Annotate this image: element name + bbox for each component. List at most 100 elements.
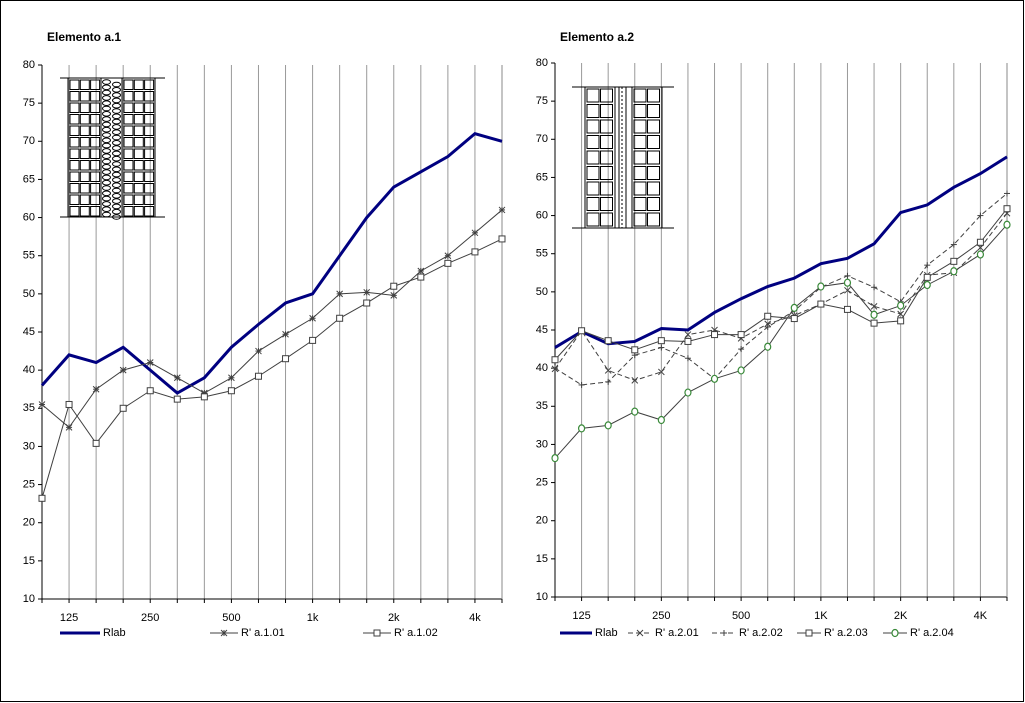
point bbox=[146, 387, 154, 395]
legend-item: R' a.2.02 bbox=[712, 627, 783, 639]
brick-cell bbox=[79, 79, 90, 90]
insulation-fibre bbox=[102, 137, 111, 144]
brick-cell bbox=[69, 206, 80, 217]
x-tick-label: 250 bbox=[141, 612, 159, 624]
point bbox=[65, 400, 73, 408]
y-tick-label: 15 bbox=[536, 553, 548, 565]
point bbox=[578, 327, 586, 335]
x-tick-label: 2k bbox=[388, 612, 400, 624]
legend-label: R' a.2.03 bbox=[824, 627, 868, 639]
point bbox=[336, 290, 344, 298]
marker-stroke bbox=[844, 286, 851, 294]
brick-cell bbox=[600, 135, 613, 149]
marker-shape bbox=[711, 331, 719, 339]
brick-cell bbox=[123, 183, 134, 194]
point bbox=[897, 310, 905, 318]
insulation-fibre bbox=[102, 211, 111, 218]
point bbox=[710, 374, 719, 383]
brick-cell bbox=[69, 114, 80, 125]
point bbox=[684, 388, 692, 397]
insulation-fibre bbox=[112, 171, 121, 178]
insulation-fibre bbox=[102, 158, 111, 165]
brick-cell bbox=[586, 150, 600, 165]
legend-label: Rlab bbox=[103, 627, 126, 639]
point bbox=[843, 305, 851, 313]
brick-cell bbox=[79, 171, 90, 182]
y-tick-label: 10 bbox=[536, 591, 548, 603]
series-line bbox=[41, 238, 503, 499]
insulation-fibre bbox=[102, 164, 111, 170]
legend-label: R' a.1.01 bbox=[241, 627, 285, 639]
brick-cell bbox=[123, 194, 134, 205]
y-tick-label: 60 bbox=[23, 211, 35, 223]
point bbox=[738, 346, 745, 353]
brick-cell bbox=[633, 212, 647, 227]
y-tick-label: 55 bbox=[536, 248, 548, 260]
insulation-fibre bbox=[102, 195, 111, 202]
point bbox=[38, 494, 46, 502]
legend-label: R' a.2.04 bbox=[910, 627, 954, 639]
y-tick-label: 50 bbox=[23, 288, 35, 300]
y-tick-label: 65 bbox=[23, 173, 35, 185]
marker-shape bbox=[790, 315, 798, 323]
legend-item: R' a.2.04 bbox=[883, 627, 954, 639]
brick-cell bbox=[586, 88, 600, 103]
point bbox=[1004, 190, 1010, 197]
point bbox=[498, 235, 506, 243]
brick-cell bbox=[123, 79, 134, 90]
y-tick-label: 10 bbox=[23, 593, 35, 605]
x-tick-label: 500 bbox=[222, 612, 240, 624]
insulation-fibre bbox=[102, 169, 111, 175]
marker-shape bbox=[684, 337, 692, 345]
marker-shape bbox=[897, 317, 905, 325]
marker-shape bbox=[950, 267, 958, 276]
point bbox=[721, 630, 727, 636]
point bbox=[737, 366, 745, 375]
point bbox=[200, 393, 208, 401]
brick-cell bbox=[144, 206, 155, 217]
plot-area bbox=[555, 63, 1007, 597]
point bbox=[336, 314, 344, 322]
point bbox=[977, 212, 984, 219]
brick-cell bbox=[79, 206, 90, 217]
point bbox=[897, 317, 905, 325]
brick-cell bbox=[600, 197, 613, 211]
point bbox=[417, 267, 425, 275]
marker-shape bbox=[790, 303, 798, 312]
brick-cell bbox=[123, 160, 134, 171]
y-tick-label: 15 bbox=[23, 555, 35, 567]
brick-cell bbox=[69, 183, 80, 194]
marker-shape bbox=[870, 319, 878, 327]
point bbox=[92, 439, 100, 447]
legend-label: Rlab bbox=[595, 627, 618, 639]
insulation-fibre bbox=[102, 105, 111, 112]
marker-shape bbox=[551, 454, 559, 463]
brick-cell bbox=[144, 148, 155, 159]
point bbox=[870, 310, 878, 319]
brick-cell bbox=[69, 91, 80, 102]
y-tick-label: 20 bbox=[23, 517, 35, 529]
insulation-fibre bbox=[102, 190, 111, 197]
x-tick-label: 500 bbox=[732, 610, 750, 622]
marker-shape bbox=[1003, 205, 1011, 213]
point bbox=[657, 337, 665, 345]
point bbox=[631, 376, 639, 384]
legend-label: R' a.2.02 bbox=[739, 627, 783, 639]
insulation bbox=[100, 77, 123, 218]
insulation-fibre bbox=[112, 214, 121, 220]
insulation-fibre bbox=[112, 208, 121, 215]
brick-cell bbox=[123, 137, 134, 148]
point bbox=[444, 259, 452, 267]
y-tick-label: 40 bbox=[23, 364, 35, 376]
point bbox=[282, 355, 290, 363]
brick-cell bbox=[79, 125, 90, 136]
brick-cell bbox=[79, 194, 90, 205]
marker-shape bbox=[309, 336, 317, 344]
brick-cell bbox=[79, 160, 90, 171]
series-line bbox=[554, 224, 1008, 459]
brick-cell bbox=[144, 171, 155, 182]
brick-cell bbox=[633, 181, 647, 196]
insulation-fibre bbox=[112, 150, 121, 157]
insulation-fibre bbox=[112, 102, 121, 109]
insulation-fibre bbox=[112, 155, 121, 162]
